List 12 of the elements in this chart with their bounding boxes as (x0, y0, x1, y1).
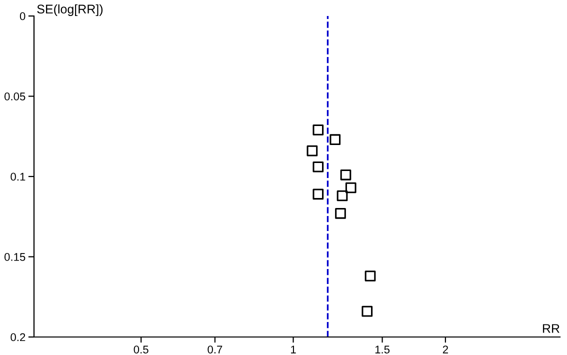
x-tick-label: 1.5 (375, 346, 390, 354)
x-tick-label: 1 (291, 346, 296, 354)
y-tick-label: 0.1 (10, 172, 26, 181)
y-tick-label: 0 (20, 12, 26, 20)
y-tick-label: 0.2 (10, 333, 26, 342)
y-tick-label: 0.15 (4, 253, 26, 261)
x-tick-label: 2 (442, 346, 448, 354)
x-tick-label: 0.5 (134, 346, 148, 354)
x-tick-label: 0.7 (208, 346, 222, 354)
y-axis-title: SE(log[RR]) (37, 4, 103, 16)
y-tick-label: 0.05 (4, 92, 26, 100)
x-axis-title: RR (542, 324, 560, 333)
